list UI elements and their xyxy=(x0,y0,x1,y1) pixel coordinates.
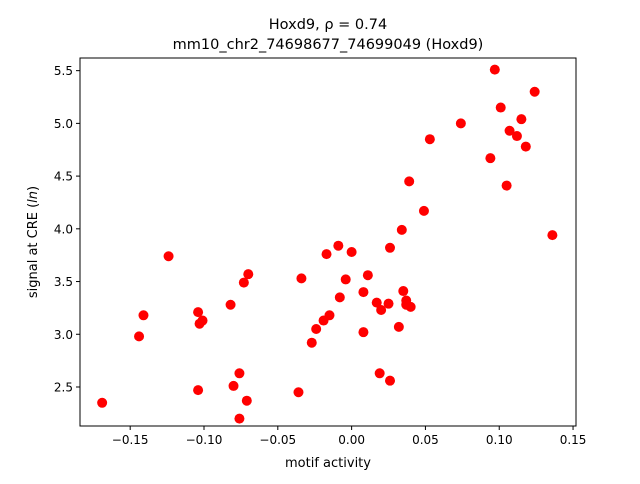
data-point xyxy=(396,224,407,235)
data-point xyxy=(489,64,500,75)
data-point xyxy=(495,102,506,113)
y-axis-label: signal at CRE (ln) xyxy=(26,186,41,298)
data-point xyxy=(358,287,369,298)
data-point xyxy=(306,337,317,348)
data-point xyxy=(501,180,512,191)
chart-title-line1: Hoxd9, ρ = 0.74 xyxy=(269,17,387,33)
data-point xyxy=(238,277,249,288)
axes-frame xyxy=(79,57,577,427)
data-point xyxy=(225,299,236,310)
x-axis-label: motif activity xyxy=(285,456,371,471)
data-points xyxy=(97,64,558,424)
data-point xyxy=(243,269,254,280)
data-point xyxy=(511,131,522,142)
y-axis-label-suffix: ) xyxy=(26,186,41,191)
data-point xyxy=(197,315,208,326)
y-tick-label: 4.5 xyxy=(54,170,73,184)
data-point xyxy=(193,385,204,396)
data-point xyxy=(163,251,174,262)
data-point xyxy=(418,205,429,216)
y-axis-label-italic: ln xyxy=(26,191,41,203)
data-point xyxy=(383,298,394,309)
data-point xyxy=(334,292,345,303)
data-point xyxy=(405,301,416,312)
chart-title-line2: mm10_chr2_74698677_74699049 (Hoxd9) xyxy=(173,37,484,53)
x-tick-label: 0.15 xyxy=(560,433,587,447)
data-point xyxy=(321,249,332,260)
y-axis-ticks: 2.5 3.0 3.5 4.0 4.5 5.0 5.5 xyxy=(54,64,80,394)
data-point xyxy=(234,413,245,424)
y-tick-label: 4.0 xyxy=(54,222,73,236)
data-point xyxy=(516,114,527,125)
data-point xyxy=(393,321,404,332)
data-point xyxy=(134,331,145,342)
data-point xyxy=(97,397,108,408)
data-point xyxy=(193,307,204,318)
data-point xyxy=(340,274,351,285)
data-point xyxy=(234,368,245,379)
data-point xyxy=(376,305,387,316)
data-point xyxy=(296,273,307,284)
data-point xyxy=(358,327,369,338)
x-tick-label: −0.15 xyxy=(112,433,149,447)
data-point xyxy=(371,297,382,308)
data-point xyxy=(311,323,322,334)
data-point xyxy=(374,368,385,379)
data-point xyxy=(520,141,531,152)
x-tick-label: 0.00 xyxy=(338,433,365,447)
data-point xyxy=(504,125,515,136)
data-point xyxy=(346,247,357,258)
y-tick-label: 3.5 xyxy=(54,275,73,289)
data-point xyxy=(333,240,344,251)
data-point xyxy=(455,118,466,129)
data-point xyxy=(385,242,395,253)
y-tick-label: 5.0 xyxy=(54,117,73,131)
data-point xyxy=(362,270,373,281)
x-tick-label: −0.10 xyxy=(186,433,223,447)
data-point xyxy=(228,380,239,391)
x-tick-label: 0.05 xyxy=(412,433,439,447)
x-axis-ticks: −0.15 −0.10 −0.05 0.00 0.05 0.10 0.15 xyxy=(112,426,587,447)
y-axis-label-prefix: signal at CRE ( xyxy=(26,203,41,298)
data-point xyxy=(293,387,304,398)
data-point xyxy=(241,395,252,406)
data-point xyxy=(547,230,558,241)
y-tick-label: 5.5 xyxy=(54,64,73,78)
data-point xyxy=(385,375,395,386)
data-point xyxy=(529,86,540,97)
data-point xyxy=(324,310,335,321)
data-point xyxy=(138,310,149,321)
x-tick-label: 0.10 xyxy=(486,433,513,447)
x-tick-label: −0.05 xyxy=(259,433,296,447)
y-tick-label: 3.0 xyxy=(54,328,73,342)
data-point xyxy=(398,286,409,297)
data-point xyxy=(485,153,496,164)
y-tick-label: 2.5 xyxy=(54,380,73,394)
data-point xyxy=(404,176,415,187)
data-point xyxy=(424,134,435,145)
